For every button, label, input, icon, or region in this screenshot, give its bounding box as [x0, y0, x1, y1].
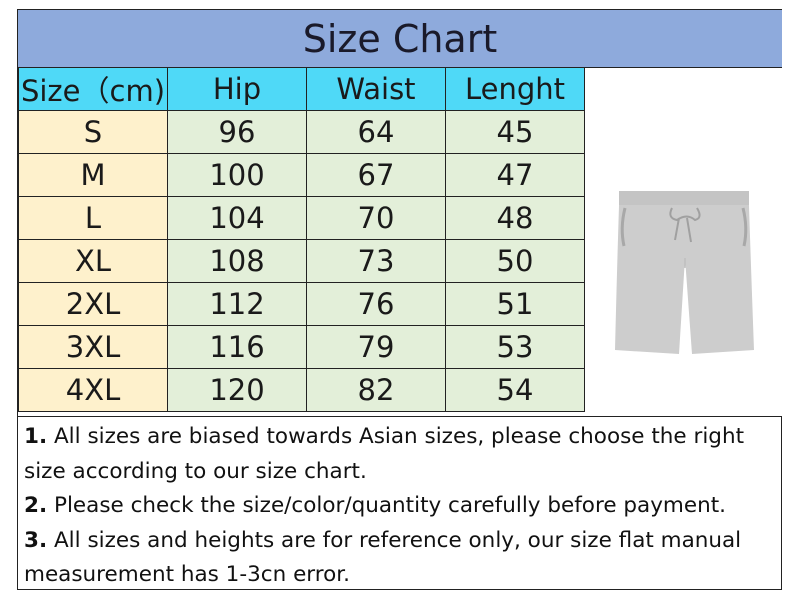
hip-cell: 120 [167, 368, 307, 412]
table-row: S 96 64 45 [18, 110, 585, 154]
size-cell: 3XL [18, 325, 168, 369]
waist-cell: 82 [306, 368, 446, 412]
shorts-product-image [587, 68, 782, 416]
table-row: M 100 67 47 [18, 153, 585, 197]
length-cell: 47 [445, 153, 585, 197]
shorts-icon [615, 191, 754, 354]
header-hip: Hip [167, 67, 307, 111]
waist-cell: 79 [306, 325, 446, 369]
size-table: Size（cm) Hip Waist Lenght S 96 64 45 M 100 67 4… [18, 67, 585, 412]
hip-cell: 116 [167, 325, 307, 369]
waist-cell: 64 [306, 110, 446, 154]
size-cell: 2XL [18, 282, 168, 326]
header-length: Lenght [445, 67, 585, 111]
length-cell: 51 [445, 282, 585, 326]
notes-section: 1. All sizes are biased towards Asian si… [18, 416, 782, 590]
table-header-row: Size（cm) Hip Waist Lenght [18, 67, 585, 111]
size-cell: XL [18, 239, 168, 283]
length-cell: 45 [445, 110, 585, 154]
chart-title: Size Chart [18, 10, 782, 68]
table-row: 2XL 112 76 51 [18, 282, 585, 326]
table-row: XL 108 73 50 [18, 239, 585, 283]
hip-cell: 108 [167, 239, 307, 283]
table-row: L 104 70 48 [18, 196, 585, 240]
waist-cell: 67 [306, 153, 446, 197]
waist-cell: 76 [306, 282, 446, 326]
size-cell: L [18, 196, 168, 240]
header-waist: Waist [306, 67, 446, 111]
hip-cell: 104 [167, 196, 307, 240]
table-row: 4XL 120 82 54 [18, 368, 585, 412]
size-cell: M [18, 153, 168, 197]
length-cell: 53 [445, 325, 585, 369]
size-cell: 4XL [18, 368, 168, 412]
length-cell: 48 [445, 196, 585, 240]
note-2: 2. Please check the size/color/quantity … [24, 493, 726, 518]
length-cell: 50 [445, 239, 585, 283]
hip-cell: 100 [167, 153, 307, 197]
table-row: 3XL 116 79 53 [18, 325, 585, 369]
size-cell: S [18, 110, 168, 154]
waist-cell: 70 [306, 196, 446, 240]
waist-cell: 73 [306, 239, 446, 283]
hip-cell: 112 [167, 282, 307, 326]
length-cell: 54 [445, 368, 585, 412]
header-size: Size（cm) [18, 67, 168, 111]
note-1: 1. All sizes are biased towards Asian si… [24, 424, 745, 484]
note-3: 3. All sizes and heights are for referen… [24, 527, 742, 588]
hip-cell: 96 [167, 110, 307, 154]
